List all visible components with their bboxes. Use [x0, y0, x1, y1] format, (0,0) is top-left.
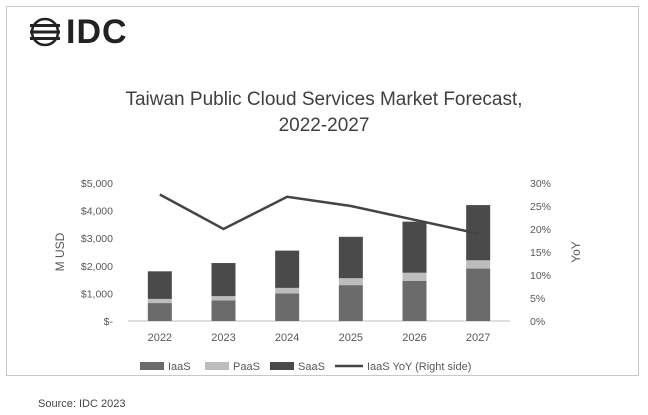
source-note: Source: IDC 2023 [38, 398, 126, 410]
bar-iaas-2022 [147, 303, 172, 321]
bar-iaas-2027 [466, 268, 491, 321]
bar-paas-2025 [338, 278, 363, 286]
x-tick-label: 2026 [402, 332, 426, 344]
legend-swatch-paas [205, 362, 229, 370]
legend-label: SaaS [298, 361, 325, 373]
x-tick-label: 2027 [466, 332, 490, 344]
bar-paas-2027 [466, 260, 491, 269]
bar-iaas-2026 [402, 280, 427, 321]
y2-tick-label: 20% [530, 224, 551, 236]
bar-saas-2026 [402, 221, 427, 273]
y2-tick-label: 25% [530, 201, 551, 213]
logo-text: IDC [66, 13, 128, 51]
bar-paas-2022 [147, 298, 172, 304]
bar-paas-2026 [402, 272, 427, 281]
y2-tick-label: 5% [530, 293, 545, 305]
y-tick-label: $4,000 [81, 206, 113, 218]
chart-title: Taiwan Public Cloud Services Market Fore… [0, 87, 648, 139]
y2-tick-label: 10% [530, 270, 551, 282]
bar-iaas-2025 [338, 285, 363, 321]
y2-axis-title: YoY [569, 241, 583, 263]
y-tick-label: $3,000 [81, 233, 113, 245]
bar-paas-2023 [211, 296, 236, 301]
y-tick-label: $2,000 [81, 261, 113, 273]
idc-globe-icon [30, 17, 60, 47]
bar-paas-2024 [275, 287, 300, 294]
y-tick-label: $1,000 [81, 288, 113, 300]
bar-saas-2024 [275, 250, 300, 288]
y-tick-label: $5,000 [81, 178, 113, 190]
x-tick-label: 2024 [275, 332, 299, 344]
chart-title-line-2: 2022-2027 [278, 115, 370, 136]
bar-iaas-2024 [275, 293, 300, 321]
idc-logo: IDC [30, 15, 128, 49]
chart-frame [6, 6, 639, 376]
y-tick-label: $- [104, 316, 114, 328]
x-tick-label: 2022 [148, 332, 172, 344]
chart-title-line-1: Taiwan Public Cloud Services Market Fore… [125, 89, 523, 110]
legend-swatch-saas [270, 362, 294, 370]
legend-swatch-iaas [140, 362, 164, 370]
yoy-line [159, 193, 479, 235]
legend-label: IaaS [168, 361, 191, 373]
bar-saas-2022 [147, 271, 172, 299]
y2-tick-label: 30% [530, 178, 551, 190]
y2-tick-label: 15% [530, 247, 551, 259]
y-axis-title: M USD [53, 232, 67, 271]
bar-iaas-2023 [211, 300, 236, 321]
y2-tick-label: 0% [530, 316, 545, 328]
x-tick-label: 2025 [339, 332, 363, 344]
legend-label: IaaS YoY (Right side) [367, 361, 471, 373]
bar-saas-2023 [211, 263, 236, 297]
legend-label: PaaS [233, 361, 260, 373]
bar-saas-2025 [338, 236, 363, 279]
x-tick-label: 2023 [211, 332, 235, 344]
